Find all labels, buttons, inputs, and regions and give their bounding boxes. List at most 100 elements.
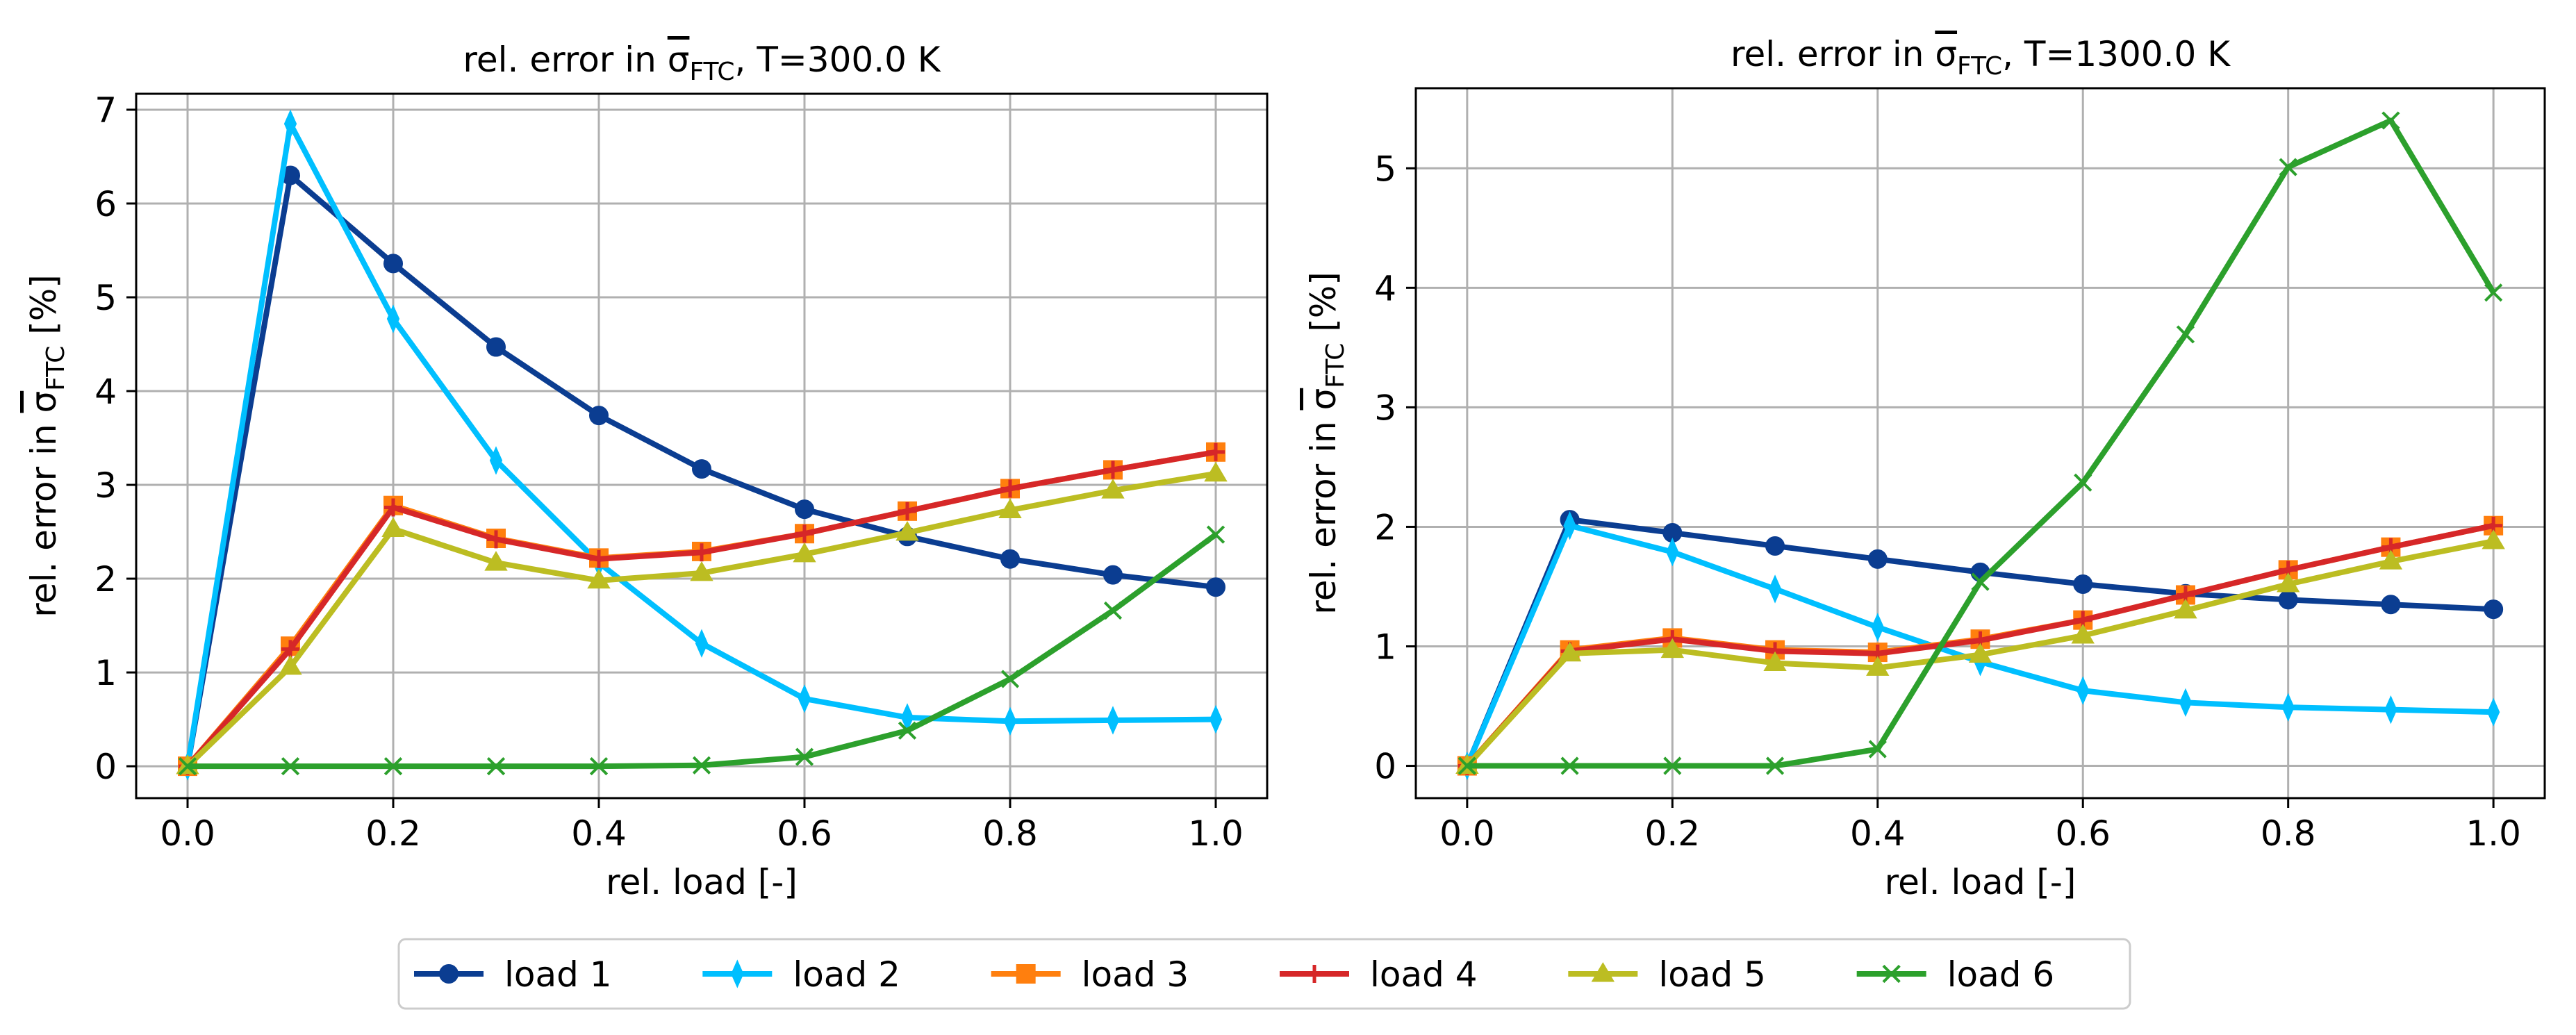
data-point [1000,670,1020,688]
data-point [486,756,506,776]
plot-area [1455,111,2505,781]
data-point [793,543,816,563]
data-point [589,756,609,776]
data-point [2486,697,2500,727]
data-point [2482,529,2505,549]
data-point [381,517,405,537]
data-point [386,304,400,333]
data-point [1768,574,1782,604]
data-point [1666,537,1679,567]
data-point [1968,643,1992,663]
series-load-5 [1455,529,2505,775]
x-tick-label: 0.6 [2055,813,2111,854]
data-point [898,721,917,740]
y-tick-label: 6 [94,184,117,224]
data-point [178,756,197,776]
data-point [2484,599,2504,620]
legend-marker [439,964,459,984]
data-point [489,446,503,475]
data-point [484,551,508,571]
x-tick-label: 0.8 [2261,813,2316,854]
x-tick-label: 0.0 [1439,813,1495,854]
y-tick-label: 1 [1374,627,1396,667]
legend-entry-load-4: load 4 [1280,954,1478,995]
data-point [2484,283,2503,302]
plot-area [176,109,1228,781]
y-tick-label: 7 [94,90,117,131]
data-point [2176,325,2195,344]
data-point [692,756,711,775]
x-tick-label: 0.4 [1850,813,1906,854]
data-point [1103,601,1123,620]
data-point [486,337,506,357]
data-point [1560,756,1579,775]
series-load-1 [178,165,1225,777]
data-point [695,629,709,658]
y-axis-label: rel. error in σFTC [%] [24,274,70,618]
axes-frame [135,92,1269,800]
data-point [1765,756,1785,775]
x-axis-label: rel. load [-] [1885,862,2077,902]
data-point [1103,565,1123,585]
data-point [2384,695,2397,724]
data-point [1206,525,1225,544]
legend-marker [1591,962,1615,982]
data-point [487,530,505,549]
y-tick-label: 2 [1374,507,1396,547]
data-point [693,543,711,562]
data-point [1765,536,1785,556]
data-point [2071,624,2095,644]
data-point [795,747,814,766]
x-tick-label: 1.0 [1188,813,1244,854]
data-point [2074,473,2092,492]
legend-entry-load-6: load 6 [1856,954,2054,995]
legend-marker [1016,964,1036,984]
grid [136,94,1267,798]
x-tick-label: 0.2 [1645,813,1701,854]
data-point [1206,577,1225,597]
data-point [2174,598,2197,619]
chart-t1300: 0.0 0.2 0.4 0.6 0.8 1.0 0 1 2 3 4 5 rel. error in σF… [1303,34,2546,902]
legend-label: load 4 [1370,954,1478,995]
data-point [1663,756,1682,775]
chart-title: rel. error in σFTC, T=300.0 K [463,40,941,86]
data-point [383,756,403,776]
data-point [281,640,299,659]
y-tick-label: 5 [1374,149,1396,189]
y-tick-label: 4 [94,372,117,412]
data-point [1867,549,1888,569]
grid [1416,88,2545,798]
legend-marker [731,959,744,988]
y-tick-label: 3 [94,465,117,506]
legend-entry-load-2: load 2 [702,954,900,995]
x-axis-label: rel. load [-] [606,862,798,902]
series-load-6 [1458,111,2503,775]
data-point [1763,651,1787,672]
data-point [692,459,711,479]
data-point [895,520,919,541]
data-point [590,549,608,568]
data-point [2179,688,2193,718]
y-tick-label: 3 [1374,388,1396,428]
data-point [1204,461,1228,482]
y-tick-label: 2 [94,559,117,599]
y-tick-label: 4 [1374,268,1396,308]
data-point [1563,511,1576,540]
data-point [283,109,297,138]
data-point [1558,641,1582,662]
data-point [589,406,609,426]
data-point [1866,656,1890,676]
data-point [1101,479,1125,499]
y-tick-label: 5 [94,278,117,318]
data-point [798,684,811,713]
data-point [898,502,916,520]
data-point [2381,111,2400,130]
data-point [1000,549,1020,569]
legend-entry-load-5: load 5 [1568,954,1766,995]
legend-entry-load-3: load 3 [991,954,1189,995]
data-point [1104,461,1122,479]
x-tick-label: 0.2 [365,813,421,854]
data-point [1971,572,1990,591]
data-point [2073,574,2093,595]
series-load-2 [181,109,1223,781]
